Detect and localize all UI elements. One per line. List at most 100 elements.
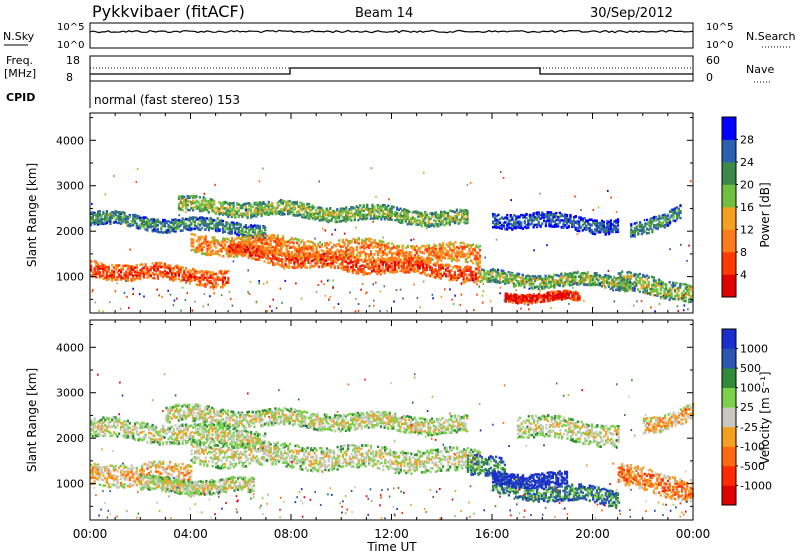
echo-cell — [279, 252, 281, 255]
echo-cell — [477, 279, 479, 282]
echo-cell — [392, 258, 394, 261]
echo-cell — [203, 246, 205, 249]
echo-cell — [271, 202, 273, 205]
echo-cell — [160, 262, 162, 265]
echo-cell — [354, 219, 356, 222]
echo-cell — [314, 244, 316, 247]
echo-cell — [226, 241, 228, 244]
echo-cell — [245, 206, 247, 209]
echo-cell — [278, 204, 280, 207]
echo-cell — [458, 259, 460, 262]
echo-cell — [426, 214, 428, 217]
echo-cell — [359, 255, 361, 258]
echo-cell — [282, 237, 284, 240]
nave-tick-low: 0 — [706, 71, 713, 84]
echo-cell — [241, 241, 243, 244]
echo-cell — [463, 276, 465, 279]
echo-cell — [185, 268, 187, 271]
echo-cell — [352, 248, 354, 251]
echo-cell — [474, 249, 476, 252]
echo-cell — [378, 265, 380, 268]
echo-cell — [306, 266, 308, 269]
echo-cell — [341, 254, 343, 257]
echo-cell — [347, 244, 349, 247]
echo-cell — [366, 217, 368, 220]
echo-cell — [173, 268, 175, 271]
echo-cell — [479, 271, 481, 274]
echo-cell — [318, 266, 320, 269]
echo-cell — [245, 224, 247, 227]
echo-cell — [244, 254, 246, 257]
echo-cell — [116, 278, 118, 281]
echo-cell — [153, 277, 155, 280]
echo-cell — [132, 224, 134, 227]
cpid-label: CPID — [6, 91, 35, 104]
echo-cell — [296, 242, 298, 245]
echo-cell — [261, 215, 263, 218]
echo-cell — [157, 224, 159, 227]
echo-cell — [407, 216, 409, 219]
echo-cell — [285, 252, 287, 255]
echo-cell — [201, 249, 203, 252]
echo-cell — [466, 218, 468, 221]
echo-cell — [478, 265, 480, 268]
cpid-value: normal (fast stereo) 153 — [94, 93, 240, 107]
echo-cell — [259, 225, 261, 228]
echo-cell — [250, 236, 252, 239]
echo-cell — [370, 253, 372, 256]
echo-cell — [380, 218, 382, 221]
echo-cell — [252, 206, 254, 209]
echo-cell — [220, 244, 222, 247]
echo-cell — [470, 266, 472, 269]
echo-cell — [307, 257, 309, 260]
echo-cell — [157, 268, 159, 271]
date-label: 30/Sep/2012 — [590, 6, 673, 21]
echo-cell — [454, 271, 456, 274]
echo-cell — [109, 223, 111, 226]
echo-cell — [297, 255, 299, 258]
echo-cell — [417, 258, 419, 261]
echo-cell — [185, 223, 187, 226]
nsearch-tick-low: 10^0 — [706, 40, 733, 51]
echo-cell — [250, 208, 252, 211]
echo-cell — [197, 201, 199, 204]
echo-cell — [227, 277, 229, 280]
echo-cell — [300, 255, 302, 258]
echo-cell — [472, 262, 474, 265]
echo-cell — [407, 245, 409, 248]
echo-cell — [201, 227, 203, 230]
echo-cell — [317, 257, 319, 260]
echo-cell — [370, 238, 372, 241]
echo-cell — [522, 274, 524, 277]
echo-cell — [139, 227, 141, 230]
echo-cell — [129, 216, 131, 219]
echo-cell — [307, 259, 309, 262]
echo-cell — [213, 202, 215, 205]
echo-cell — [192, 242, 194, 245]
echo-cell — [204, 285, 206, 288]
echo-cell — [204, 228, 206, 231]
echo-cell — [210, 246, 212, 249]
echo-cell — [143, 276, 145, 279]
echo-cell — [423, 252, 425, 255]
echo-cell — [402, 249, 404, 252]
echo-cell — [213, 236, 215, 239]
echo-cell — [444, 215, 446, 218]
echo-cell — [421, 225, 423, 228]
echo-cell — [479, 249, 481, 252]
echo-cell — [343, 256, 345, 259]
echo-cell — [316, 260, 318, 263]
echo-cell — [219, 254, 221, 257]
echo-cell — [466, 277, 468, 280]
echo-cell — [483, 269, 485, 272]
echo-cell — [393, 206, 395, 209]
echo-cell — [182, 229, 184, 232]
echo-cell — [372, 256, 374, 259]
echo-cell — [396, 270, 398, 273]
echo-cell — [523, 286, 525, 289]
echo-cell — [208, 211, 210, 214]
echo-cell — [479, 257, 481, 260]
echo-cell — [370, 213, 372, 216]
echo-cell — [477, 253, 479, 256]
